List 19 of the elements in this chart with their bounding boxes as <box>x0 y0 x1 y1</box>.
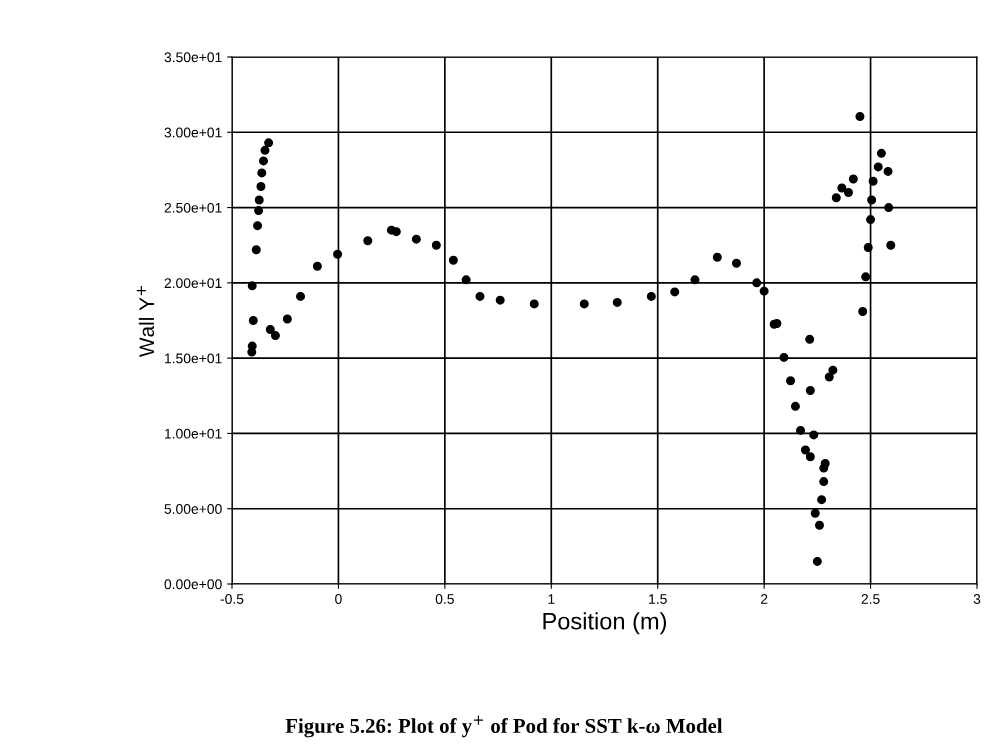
x-tick-label: 0.5 <box>435 594 454 604</box>
y-tick-label: 2.50e+01 <box>164 202 222 213</box>
y-tick-label: 1.50e+01 <box>165 353 222 364</box>
x-tick-label: 1.5 <box>649 594 667 604</box>
y-tick-label: 3.00e+01 <box>164 127 222 138</box>
x-tick-label: 3 <box>973 594 981 604</box>
x-tick-label: 0 <box>335 594 342 604</box>
y-tick-label: 2.00e+01 <box>164 278 222 289</box>
x-axis-title: Position (m) <box>543 612 667 635</box>
y-tick-label: 5.00e+00 <box>164 504 222 514</box>
y-tick-label: 3.50e+01 <box>164 52 222 63</box>
x-tick-label: 2.5 <box>861 594 880 604</box>
x-tick-label: 1 <box>548 594 555 604</box>
y-axis-title: Wall Y$^{+}$ <box>136 286 155 358</box>
x-tick-label: 2 <box>760 594 768 604</box>
y-tick-label: 1.00e+01 <box>165 428 222 439</box>
y-tick-label: 0.00e+00 <box>164 579 222 590</box>
caption: Figure 5.26: Plot of y$^{+}$ of Pod for SST k-ω Model <box>285 715 723 738</box>
x-tick-label: -0.5 <box>220 594 244 604</box>
